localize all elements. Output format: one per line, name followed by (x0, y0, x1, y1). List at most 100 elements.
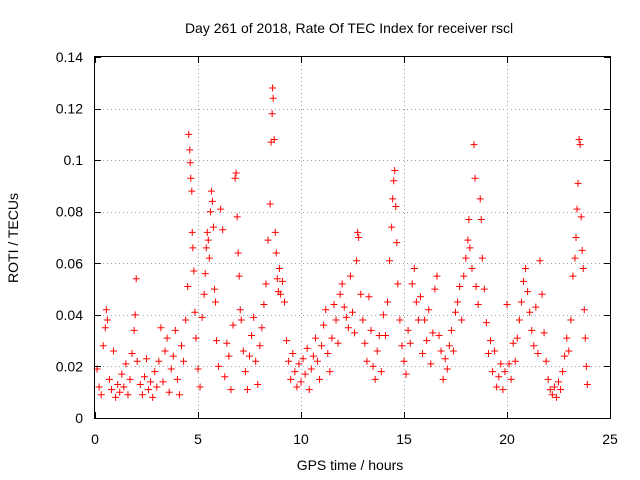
data-point (157, 324, 165, 332)
data-point (491, 347, 499, 355)
data-point (301, 370, 309, 378)
data-point (200, 290, 208, 298)
data-point (435, 331, 443, 339)
data-point (201, 270, 209, 278)
data-point (396, 316, 404, 324)
data-point (212, 298, 220, 306)
data-point (410, 264, 418, 272)
data-point (550, 383, 558, 391)
data-point (281, 298, 289, 306)
data-point (178, 342, 186, 350)
data-point (271, 228, 279, 236)
data-point (285, 357, 293, 365)
data-point (140, 373, 148, 381)
data-point (365, 293, 373, 301)
data-point (437, 347, 445, 355)
data-point (390, 177, 398, 185)
data-point (235, 272, 243, 280)
data-point (354, 228, 362, 236)
data-point (215, 362, 223, 370)
data-point (132, 275, 140, 283)
data-point (194, 365, 202, 373)
data-point (369, 362, 377, 370)
x-axis-label: GPS time / hours (297, 457, 404, 473)
data-point (474, 301, 482, 309)
data-point (173, 375, 181, 383)
data-point (412, 298, 420, 306)
data-point (126, 375, 134, 383)
data-point (534, 350, 542, 358)
data-point (580, 306, 588, 314)
x-tick-labels: 0 5 10 15 20 25 (91, 431, 618, 447)
data-point (143, 355, 150, 363)
data-point (344, 324, 352, 332)
data-point (318, 342, 326, 350)
data-point (276, 290, 284, 298)
data-point (268, 110, 276, 118)
data-point (404, 326, 412, 334)
data-point (219, 226, 227, 234)
data-point (305, 386, 313, 394)
data-point (575, 136, 583, 144)
data-point (477, 215, 485, 223)
data-point (544, 375, 552, 383)
data-point (159, 378, 167, 386)
data-point (184, 282, 192, 290)
data-point (103, 316, 111, 324)
data-point (388, 223, 396, 231)
data-point (408, 280, 416, 288)
data-point (373, 347, 381, 355)
data-point (313, 357, 321, 365)
data-point (497, 360, 505, 368)
data-point (227, 386, 235, 394)
data-point (513, 334, 521, 342)
data-point (578, 246, 586, 254)
x-tick-label: 20 (499, 431, 515, 447)
data-point (501, 368, 509, 376)
data-point (293, 383, 301, 391)
data-point (573, 205, 581, 213)
data-point (583, 380, 591, 388)
data-point (260, 301, 268, 309)
grid-lines (95, 57, 610, 418)
data-point (359, 316, 367, 324)
data-point (336, 290, 344, 298)
data-point (340, 303, 348, 311)
data-point (187, 174, 195, 182)
data-point (332, 316, 340, 324)
data-point (198, 313, 206, 321)
data-point (287, 375, 295, 383)
data-point (231, 174, 239, 182)
data-point (460, 272, 468, 280)
data-point (322, 306, 330, 314)
data-point (185, 130, 193, 138)
data-point (221, 373, 229, 381)
data-point (351, 329, 359, 337)
y-tick-label: 0.08 (56, 204, 83, 220)
data-point (439, 375, 447, 383)
data-point (171, 326, 179, 334)
data-point (416, 293, 424, 301)
data-point (546, 386, 554, 394)
data-point (582, 362, 590, 370)
data-point (367, 326, 375, 334)
data-point (353, 257, 361, 265)
data-point (110, 347, 118, 355)
data-point (517, 298, 525, 306)
data-point (133, 357, 141, 365)
data-point (454, 298, 462, 306)
data-point (471, 174, 479, 182)
data-point (515, 316, 523, 324)
data-point (447, 326, 455, 334)
data-point (569, 272, 577, 280)
data-point (406, 339, 414, 347)
data-point (423, 337, 431, 345)
data-point (266, 200, 274, 208)
data-point (264, 236, 272, 244)
data-point (122, 360, 130, 368)
data-point (509, 339, 517, 347)
data-point (190, 267, 198, 275)
data-point (507, 375, 515, 383)
data-point (482, 319, 490, 327)
data-point (357, 290, 365, 298)
